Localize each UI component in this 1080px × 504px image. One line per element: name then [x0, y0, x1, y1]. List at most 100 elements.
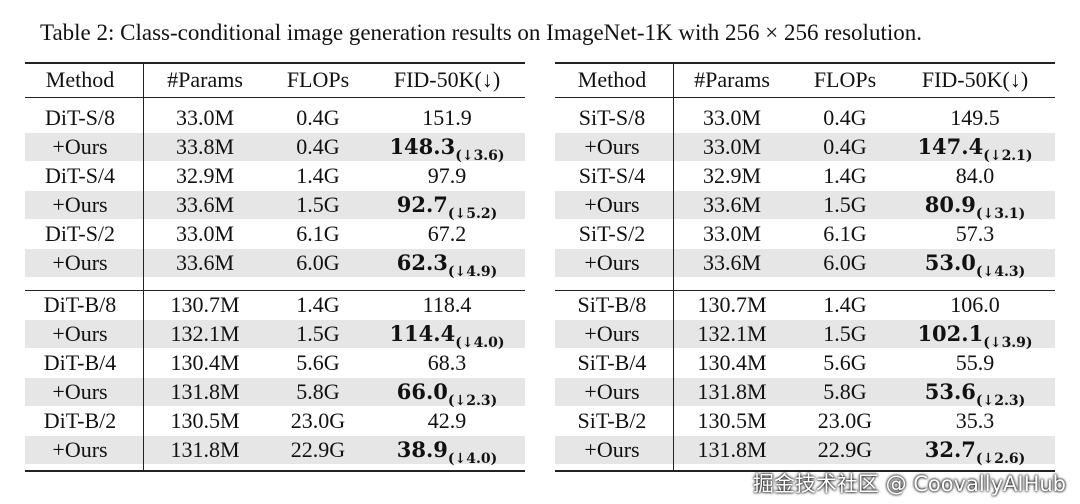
cell: +Ours [52, 192, 108, 217]
shaded-row [555, 191, 1055, 219]
fid-cell: 35.3 [956, 410, 995, 432]
cell: 22.9G [817, 437, 873, 462]
fid-value: 80.9 [924, 192, 976, 217]
shaded-row [25, 436, 525, 464]
column-divider [143, 62, 144, 470]
fid-delta: (↓2.6) [975, 451, 1026, 467]
cell: 130.5M [170, 408, 240, 433]
fid-cell: 38.9(↓4.0) [397, 439, 498, 466]
fid-cell: 92.7(↓5.2) [397, 194, 498, 221]
cell: +Ours [52, 321, 108, 346]
fid-delta: (↓4.0) [455, 335, 505, 351]
header-cell: FLOPs [813, 67, 877, 92]
fid-value: 53.0 [924, 250, 976, 275]
fid-delta: (↓3.1) [975, 206, 1026, 222]
cell: 33.0M [175, 105, 235, 130]
shaded-row [25, 378, 525, 406]
cell: 33.8M [175, 134, 235, 159]
fid-value: 147.4 [917, 134, 984, 159]
cell: SiT-S/4 [578, 163, 646, 188]
rule [25, 97, 525, 98]
cell: 5.6G [296, 350, 340, 375]
fid-value: 42.9 [427, 408, 467, 433]
fid-value: 114.4 [389, 321, 456, 346]
fid-delta: (↓3.9) [983, 335, 1033, 351]
shaded-row [555, 320, 1055, 348]
fid-value: 118.4 [422, 292, 472, 317]
cell: 23.0G [290, 408, 346, 433]
header-cell: FID-50K(↓) [921, 67, 1029, 92]
fid-value: 102.1 [917, 321, 984, 346]
cell: 33.6M [175, 192, 235, 217]
cell: 5.8G [823, 379, 867, 404]
fid-cell: 80.9(↓3.1) [924, 192, 1026, 221]
cell: 0.4G [296, 105, 340, 130]
fid-value: 84.0 [955, 163, 995, 188]
cell: 130.7M [170, 292, 240, 317]
fid-value: 151.9 [422, 105, 472, 130]
cell: 22.9G [290, 437, 346, 462]
cell: +Ours [584, 321, 640, 346]
cell: SiT-S/2 [578, 221, 646, 246]
shaded-row [25, 133, 525, 161]
cell: 6.1G [823, 221, 867, 246]
fid-cell: 42.9 [428, 410, 467, 432]
shaded-row [25, 191, 525, 219]
cell: DiT-S/8 [44, 105, 116, 130]
fid-cell: 102.1(↓3.9) [917, 321, 1032, 350]
fid-cell: 67.2 [428, 223, 467, 245]
header-cell: Method [577, 67, 647, 92]
rule [555, 62, 1055, 64]
fid-cell: 147.4(↓2.1) [917, 134, 1032, 163]
cell: 6.0G [823, 250, 867, 275]
rule [25, 470, 525, 472]
cell: DiT-B/4 [43, 350, 117, 375]
cell: 132.1M [170, 321, 240, 346]
fid-cell: 149.5 [950, 107, 1000, 129]
fid-cell: 84.0 [956, 165, 995, 187]
shaded-row [555, 133, 1055, 161]
fid-cell: 32.7(↓2.6) [924, 437, 1026, 466]
column-divider [673, 62, 674, 470]
cell: +Ours [52, 134, 108, 159]
cell: DiT-B/2 [43, 408, 117, 433]
fid-delta: (↓3.6) [455, 148, 505, 164]
fid-value: 148.3 [389, 134, 456, 159]
cell: +Ours [584, 134, 640, 159]
shaded-row [25, 249, 525, 277]
cell: 33.0M [702, 221, 762, 246]
cell: 32.9M [175, 163, 235, 188]
cell: SiT-S/8 [578, 105, 646, 130]
shaded-row [555, 378, 1055, 406]
header-cell: FID-50K(↓) [393, 67, 501, 92]
cell: 1.5G [823, 321, 867, 346]
fid-value: 35.3 [955, 408, 995, 433]
fid-value: 53.6 [924, 379, 976, 404]
caption: Table 2: Class-conditional image generat… [40, 20, 922, 45]
cell: 0.4G [823, 105, 867, 130]
fid-value: 32.7 [924, 437, 976, 462]
header-cell: Method [45, 67, 115, 92]
cell: 0.4G [823, 134, 867, 159]
fid-cell: 118.4 [423, 294, 472, 316]
fid-delta: (↓2.1) [983, 148, 1033, 164]
rule [555, 97, 1055, 98]
cell: 1.5G [823, 192, 867, 217]
fid-value: 67.2 [427, 221, 467, 246]
cell: 6.0G [296, 250, 340, 275]
rule [25, 290, 525, 291]
fid-cell: 106.0 [950, 294, 1000, 316]
cell: 131.8M [170, 437, 240, 462]
cell: 33.6M [175, 250, 235, 275]
fid-cell: 53.6(↓2.3) [924, 379, 1026, 408]
fid-value: 68.3 [427, 350, 467, 375]
shaded-row [25, 320, 525, 348]
cell: 1.4G [296, 163, 340, 188]
watermark: 掘金技术社区 @ CoovallyAIHub [752, 472, 1066, 496]
fid-delta: (↓4.3) [975, 264, 1026, 280]
fid-value: 66.0 [396, 379, 448, 404]
cell: 33.0M [175, 221, 235, 246]
fid-cell: 62.3(↓4.9) [397, 252, 498, 279]
cell: +Ours [52, 250, 108, 275]
